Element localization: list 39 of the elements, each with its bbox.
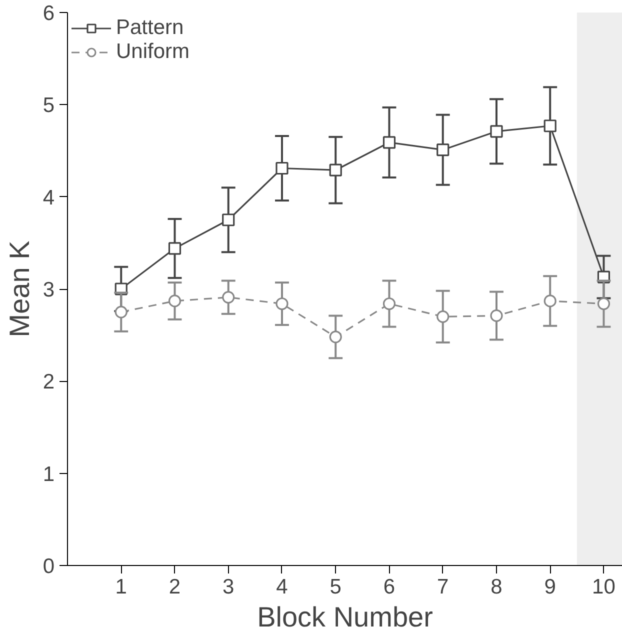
point	[436, 144, 450, 156]
point	[329, 330, 342, 344]
legend-label: Uniform	[116, 40, 190, 64]
y-axis-title: Mean K	[4, 240, 35, 338]
x-tick-label: 6	[383, 576, 396, 598]
x-tick-label: 7	[437, 576, 449, 598]
x-tick-label: 8	[490, 576, 502, 598]
point	[329, 164, 342, 176]
y-tick-label: 6	[42, 2, 55, 25]
y-tick-label: 0	[42, 555, 55, 578]
x-tick-label: 9	[544, 576, 556, 598]
x-tick-label: 3	[222, 576, 234, 598]
point	[222, 214, 235, 226]
point	[544, 294, 556, 308]
x-tick-label: 2	[168, 576, 181, 598]
x-tick-label: 4	[276, 576, 288, 598]
point	[490, 125, 503, 138]
point	[436, 310, 450, 323]
y-tick-label: 2	[42, 370, 55, 394]
point	[382, 136, 396, 149]
y-tick-label: 5	[42, 94, 55, 118]
point	[168, 294, 182, 308]
point	[544, 120, 556, 132]
legend-label: Pattern	[116, 16, 184, 40]
x-tick-label: 1	[115, 576, 127, 598]
point	[168, 242, 182, 255]
x-axis-title: Block Number	[257, 602, 433, 632]
point	[276, 162, 288, 175]
point	[382, 297, 396, 310]
x-tick-label: 10	[592, 576, 616, 598]
y-tick-label: 4	[42, 186, 55, 210]
point	[597, 297, 610, 310]
point	[490, 309, 503, 322]
point	[222, 291, 235, 304]
point	[276, 297, 288, 310]
x-tick-label: 5	[330, 576, 342, 598]
y-tick-label: 1	[42, 462, 55, 486]
y-tick-label: 3	[42, 278, 55, 302]
point	[114, 306, 128, 318]
